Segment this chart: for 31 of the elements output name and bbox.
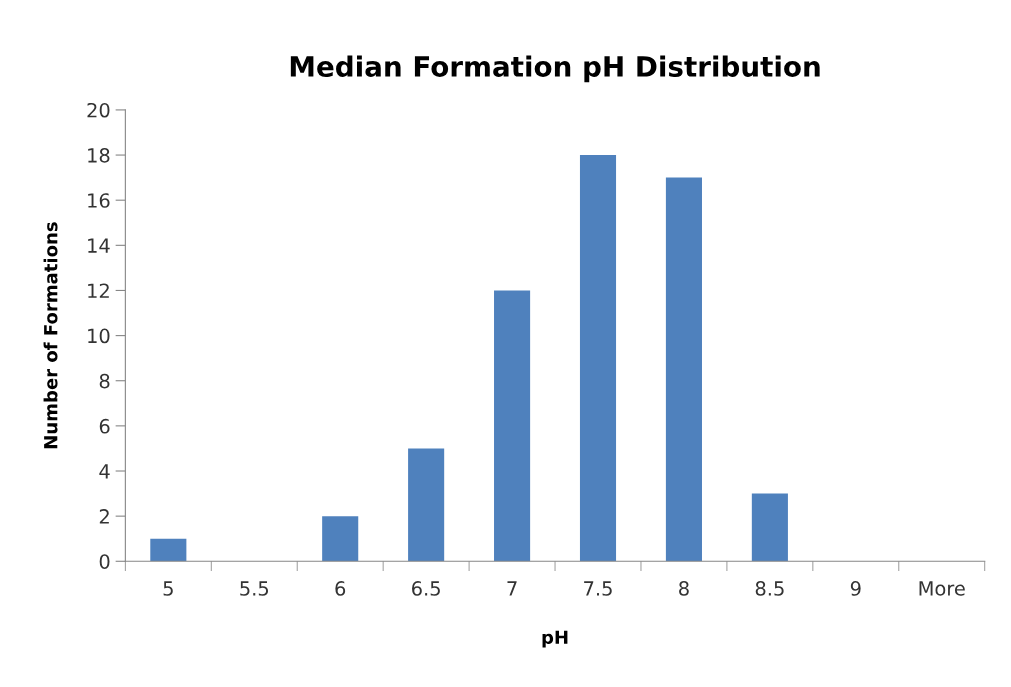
x-tick-label: 5.5: [240, 581, 269, 596]
x-axis-title: pH: [542, 630, 568, 648]
y-tick-label: 14: [88, 238, 110, 253]
y-tick-label: 4: [99, 464, 110, 479]
x-tick-label: 5: [163, 581, 173, 596]
y-tick-label: 0: [99, 554, 110, 569]
x-tick-label: 6.5: [412, 581, 440, 596]
y-tick-label: 8: [99, 373, 110, 389]
y-tick-label: 6: [99, 418, 110, 434]
bar: [408, 448, 445, 562]
y-tick-label: 18: [88, 148, 110, 163]
y-tick-label: 20: [87, 102, 110, 118]
bar: [665, 177, 702, 562]
bar: [494, 290, 531, 562]
y-tick-label: 12: [88, 283, 109, 298]
bar: [150, 538, 187, 562]
y-tick-label: 16: [88, 193, 110, 208]
x-tick-label: 7: [507, 581, 517, 596]
x-tick-label: 9: [850, 581, 861, 596]
x-tick-label: 8.5: [755, 581, 784, 596]
bar: [579, 155, 617, 562]
x-tick-label: 8: [679, 581, 689, 596]
x-tick-label: More: [919, 581, 965, 596]
y-axis-title: Number of Formations: [43, 222, 58, 449]
chart-title: Median Formation pH Distribution: [290, 55, 820, 83]
x-tick-label: 6: [335, 581, 346, 596]
y-tick-label: 2: [99, 509, 109, 524]
bar: [751, 493, 788, 562]
x-tick-label: 7.5: [584, 581, 612, 596]
y-tick-label: 10: [88, 328, 110, 344]
bar: [322, 516, 359, 562]
